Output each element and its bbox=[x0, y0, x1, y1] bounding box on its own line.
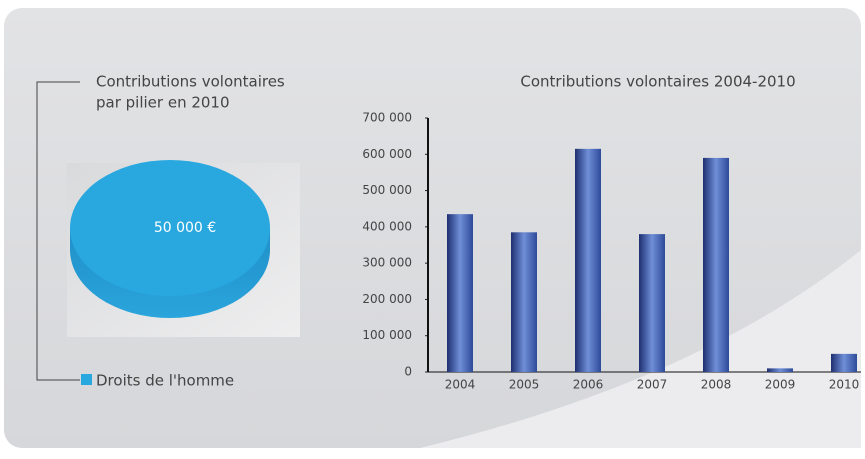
x-tick-label: 2005 bbox=[509, 378, 540, 392]
x-tick-label: 2009 bbox=[765, 378, 796, 392]
x-tick-label: 2004 bbox=[445, 378, 476, 392]
y-tick-label: 100 000 bbox=[362, 328, 412, 342]
y-tick-label: 0 bbox=[404, 365, 412, 379]
bar bbox=[511, 232, 537, 372]
pie-title: par pilier en 2010 bbox=[96, 94, 230, 112]
x-tick-label: 2008 bbox=[701, 378, 732, 392]
bar bbox=[639, 234, 665, 372]
legend-label: Droits de l'homme bbox=[96, 372, 234, 390]
y-tick-label: 300 000 bbox=[362, 256, 412, 270]
y-tick-label: 500 000 bbox=[362, 183, 412, 197]
x-tick-label: 2007 bbox=[637, 378, 668, 392]
bar bbox=[767, 368, 793, 372]
x-tick-label: 2010 bbox=[829, 378, 860, 392]
bar bbox=[575, 148, 601, 372]
y-tick-label: 400 000 bbox=[362, 219, 412, 233]
y-tick-label: 700 000 bbox=[362, 111, 412, 125]
bar-title: Contributions volontaires 2004-2010 bbox=[520, 73, 795, 91]
bar bbox=[831, 353, 857, 372]
y-tick-label: 200 000 bbox=[362, 292, 412, 306]
y-tick-label: 600 000 bbox=[362, 147, 412, 161]
bar bbox=[447, 214, 473, 372]
pie-title: Contributions volontaires bbox=[96, 73, 285, 91]
pie-slice bbox=[70, 160, 270, 296]
pie-label: 50 000 € bbox=[154, 220, 216, 236]
bar bbox=[703, 157, 729, 372]
swoosh bbox=[420, 250, 861, 448]
bracket bbox=[36, 81, 80, 381]
legend-swatch bbox=[81, 374, 92, 385]
x-tick-label: 2006 bbox=[573, 378, 604, 392]
